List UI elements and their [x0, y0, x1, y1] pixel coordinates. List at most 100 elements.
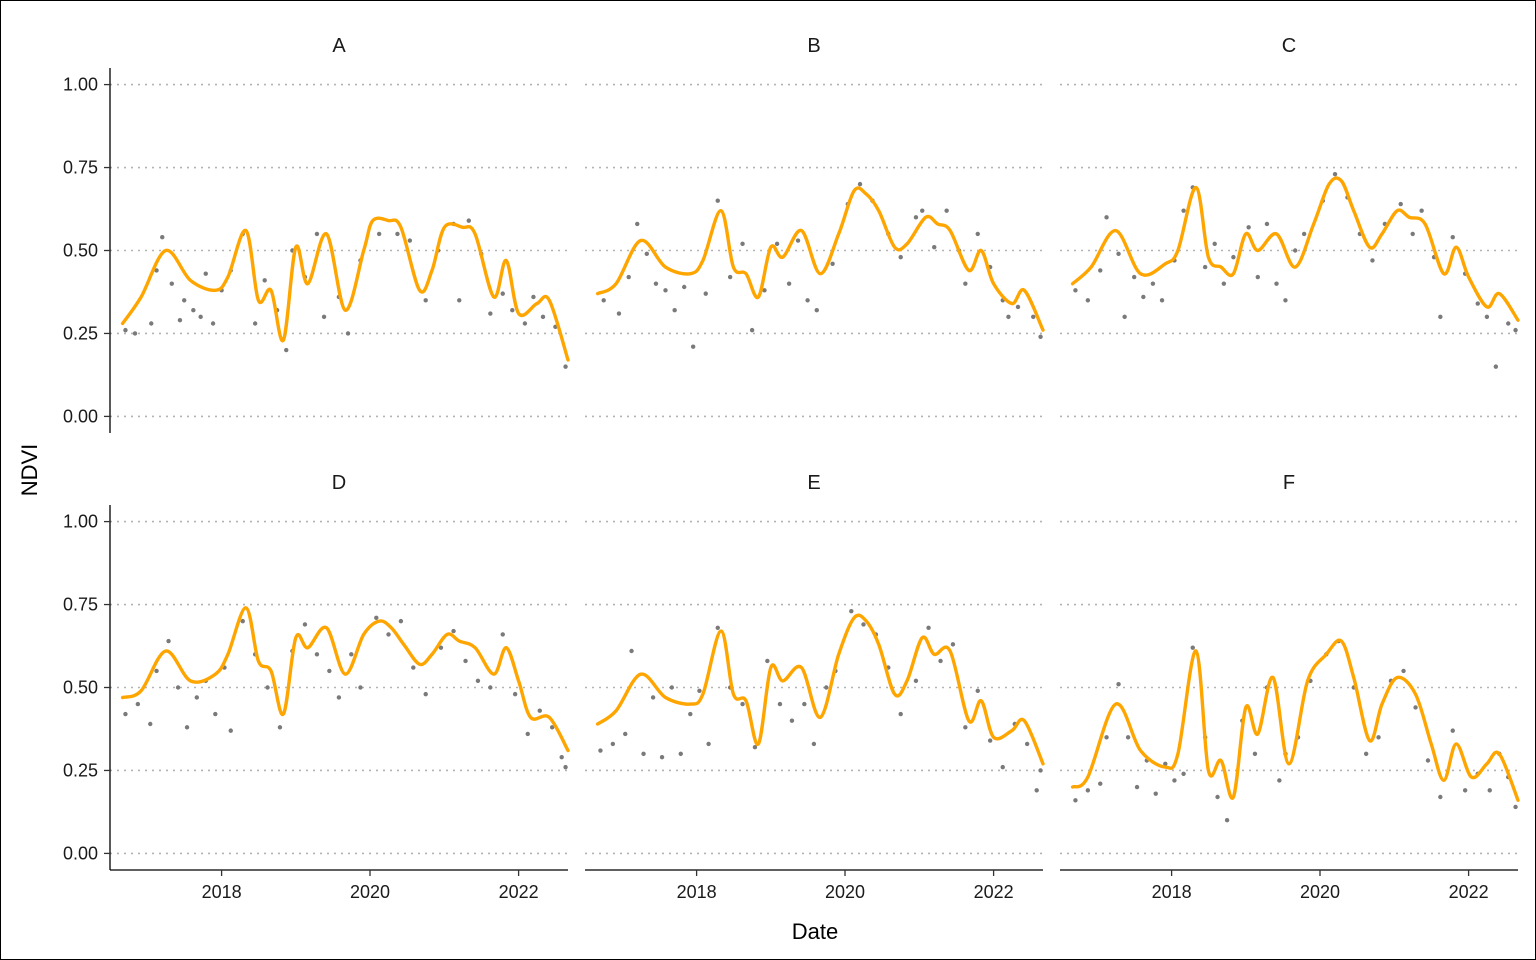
data-point [1181, 208, 1186, 213]
data-point [1255, 274, 1260, 280]
data-point [752, 745, 758, 750]
data-point [789, 718, 795, 723]
panel-D: D 0.00 0.25 0.50 0.75 1.00 2018 2020 2022 [63, 472, 570, 902]
data-point [559, 754, 564, 760]
data-point [1085, 298, 1091, 303]
data-point [1506, 321, 1511, 326]
data-point [795, 238, 801, 243]
data-point [1172, 778, 1177, 783]
data-point [277, 725, 283, 730]
data-point [265, 685, 270, 690]
panel-C: C [1060, 35, 1520, 418]
data-point [1159, 298, 1165, 303]
smooth-line [120, 216, 570, 362]
data-point [1264, 221, 1270, 227]
data-point [149, 321, 154, 326]
data-point [132, 331, 138, 336]
data-point [262, 278, 267, 283]
panel-E: E 2018 2020 2022 [585, 472, 1045, 902]
data-point [715, 198, 720, 203]
data-point [762, 288, 767, 293]
data-point [184, 725, 190, 730]
data-point [1134, 784, 1140, 790]
data-point [500, 632, 505, 637]
data-point [284, 347, 289, 353]
data-point [537, 708, 542, 713]
panel-F: F 2018 2020 2022 [1060, 472, 1520, 902]
data-point [703, 291, 708, 296]
data-point [1125, 735, 1131, 740]
data-point [830, 261, 835, 266]
data-point [920, 208, 925, 213]
data-point [1274, 281, 1279, 286]
panel-label: A [332, 35, 346, 57]
data-point [1419, 208, 1424, 213]
data-point [1252, 751, 1258, 757]
data-point [160, 235, 165, 240]
data-point [610, 741, 616, 747]
panel-label: E [807, 472, 820, 494]
data-point [336, 695, 342, 700]
data-point [1000, 764, 1005, 770]
data-point [706, 741, 711, 747]
x-tick-label: 2022 [1449, 882, 1489, 902]
data-point [1116, 251, 1121, 257]
data-point [148, 721, 153, 727]
data-point [123, 711, 128, 717]
data-point [213, 711, 218, 717]
data-point [1024, 741, 1030, 747]
x-tick-label: 2018 [202, 882, 242, 902]
data-point [228, 728, 233, 733]
data-point [563, 364, 568, 369]
data-point [1438, 314, 1443, 320]
data-point [123, 327, 128, 333]
data-point [1073, 798, 1078, 803]
data-point [488, 685, 493, 690]
data-point [1484, 314, 1490, 320]
data-point [727, 274, 733, 280]
data-point [386, 632, 391, 637]
data-point [203, 271, 208, 276]
data-point [944, 208, 949, 213]
data-point [1410, 231, 1415, 237]
panel-B: B [585, 35, 1045, 418]
data-point [1215, 794, 1220, 800]
data-point [438, 645, 444, 650]
data-point [411, 665, 416, 670]
data-point [626, 274, 631, 280]
data-point [1332, 171, 1338, 177]
data-point [635, 221, 640, 227]
data-point [598, 748, 603, 753]
data-point [963, 725, 968, 730]
data-point [1425, 758, 1431, 763]
data-point [1363, 751, 1369, 757]
data-point [644, 251, 649, 257]
data-point [475, 678, 481, 684]
data-point [549, 725, 555, 730]
data-point [154, 268, 159, 273]
data-point [629, 648, 634, 654]
data-point [540, 314, 546, 320]
data-point [358, 685, 363, 690]
data-point [715, 625, 720, 630]
x-tick-label: 2020 [350, 882, 390, 902]
data-point [376, 231, 382, 237]
data-point [191, 308, 196, 313]
data-point [395, 231, 400, 237]
data-point [1202, 264, 1208, 270]
data-point [659, 754, 665, 760]
data-point [1015, 304, 1021, 310]
smooth-line [1070, 638, 1520, 802]
data-point [777, 701, 783, 707]
data-point [1153, 791, 1158, 796]
data-point [913, 215, 919, 220]
data-point [1104, 735, 1109, 740]
data-point [690, 344, 696, 349]
data-point [814, 308, 819, 313]
data-point [963, 281, 968, 286]
panels-layer: A 0.00 0.25 0.50 0.75 1.00 B C D 0.00 0.25 0.50 0.75… [63, 35, 1520, 902]
data-point [678, 751, 683, 757]
data-point [457, 298, 462, 303]
data-point [1513, 327, 1518, 333]
data-point [1224, 818, 1230, 823]
